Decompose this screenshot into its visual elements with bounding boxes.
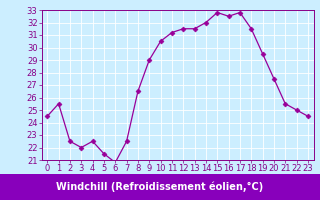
Text: Windchill (Refroidissement éolien,°C): Windchill (Refroidissement éolien,°C) <box>56 182 264 192</box>
